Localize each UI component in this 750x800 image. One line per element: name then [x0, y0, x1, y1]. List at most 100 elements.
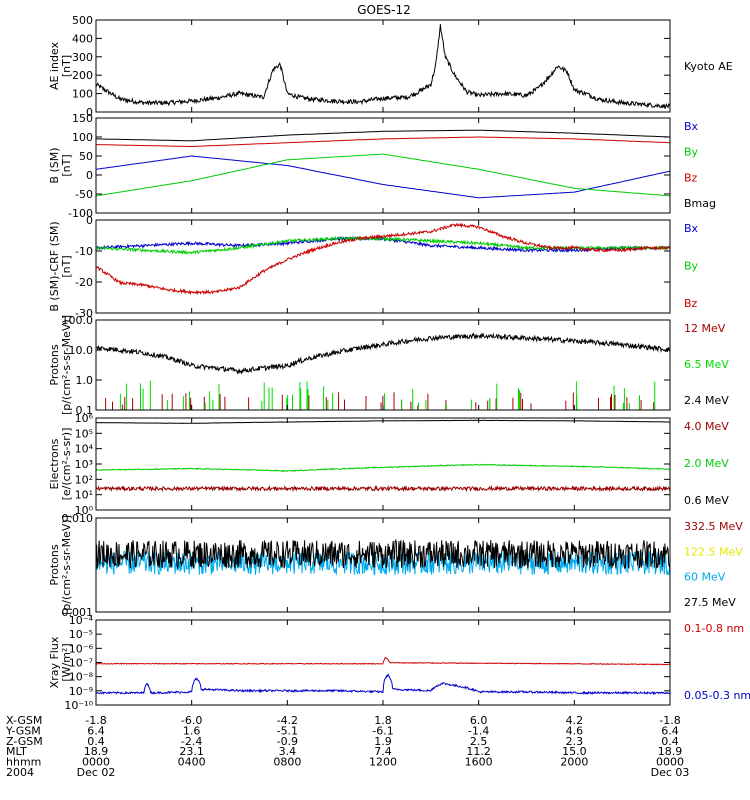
ytick-label: 10⁻⁷	[69, 657, 93, 670]
series-path	[96, 656, 670, 666]
axis-row-label: Z-GSM	[6, 735, 43, 748]
ytick-label: 10⁻⁵	[69, 628, 93, 641]
panel-frame	[95, 117, 671, 214]
panel-6: 0.010 0.001 Protons [p/(cm²-s-sr-MeV)] 332.5…	[48, 512, 743, 619]
ytick-label: 10⁰	[75, 504, 94, 517]
ytick-label: -30	[75, 307, 93, 320]
axis-row-value: -1.8	[85, 714, 106, 727]
series-path	[96, 332, 670, 375]
panel-frame	[95, 219, 671, 314]
legend-entry: 60 MeV	[684, 571, 726, 584]
series-path	[96, 153, 670, 197]
axis-row-value: 1600	[465, 756, 493, 769]
axis-row-value: 0000	[82, 756, 110, 769]
axis-row-value: 0800	[273, 756, 301, 769]
ytick-label: 150	[72, 112, 93, 125]
series-path	[96, 136, 670, 147]
ytick-label: 10⁻⁶	[69, 642, 94, 655]
series-7-2	[96, 673, 670, 696]
ytick-label: -20	[75, 276, 93, 289]
series-1-1	[96, 24, 670, 109]
ytick-label: 0	[86, 214, 93, 227]
legend-entry: Bx	[684, 120, 699, 133]
ytick-label: 1.0	[76, 374, 94, 387]
series-4-1	[105, 392, 655, 410]
panel-frame	[95, 417, 671, 511]
ylabel: Xray Flux	[48, 636, 61, 688]
legend-entry: By	[684, 260, 699, 273]
series-5-1	[96, 484, 670, 493]
legend-entry: 332.5 MeV	[684, 520, 743, 533]
ytick-label: 10⁻⁹	[69, 685, 93, 698]
ytick-label: -100	[68, 207, 93, 220]
series-path	[120, 380, 656, 410]
series-path	[96, 155, 670, 199]
axis-row-label: MLT	[6, 745, 27, 758]
ylabel: [nT]	[60, 154, 73, 176]
series-path	[96, 129, 670, 142]
series-3-3	[96, 222, 670, 295]
axis-row-value: 6.0	[470, 714, 488, 727]
series-4-2	[120, 380, 656, 410]
series-path	[96, 550, 670, 576]
ytick-label: 10⁴	[75, 443, 94, 456]
series-path	[96, 235, 670, 256]
axis-row-value: -1.8	[659, 714, 680, 727]
axis-row-value: -6.0	[181, 714, 202, 727]
ylabel: [e/(cm²-s-sr)]	[60, 428, 73, 501]
panel-3: 0 -10 -20 -30 B (SM)-CRF (SM) [nT] Bx By Bz	[48, 214, 699, 320]
legend-entry: 0.1-0.8 nm	[684, 622, 744, 635]
axis-row-label: hhmm	[6, 756, 41, 769]
legend-entry: Bz	[684, 171, 698, 184]
ytick-label: 10²	[75, 473, 93, 486]
axis-row-value: 7.4	[374, 745, 392, 758]
series-5-2	[96, 463, 670, 473]
axis-row-value: 0000	[656, 756, 684, 769]
series-path	[96, 538, 670, 570]
ylabel: [p/(cm²-s-sr-MeV)]	[60, 515, 73, 615]
axis-row-value: 2.5	[470, 735, 488, 748]
panel-4: 100.0 10.0 1.0 0.1 Protons [p/(cm²-s-sr-MeV)]…	[48, 314, 729, 417]
axis-row-value: 4.2	[566, 714, 584, 727]
axis-row-value: 1200	[369, 756, 397, 769]
ylabel: Protons	[48, 544, 61, 585]
series-path	[96, 222, 670, 295]
axis-row-value: 18.9	[84, 745, 109, 758]
legend-entry: Bx	[684, 222, 699, 235]
axis-row-value: 1.9	[374, 735, 392, 748]
panel-1: 500 400 300 200 100 0 AE index [nT] Kyoto AE	[48, 14, 733, 119]
ylabel: [nT]	[60, 55, 73, 77]
legend-entry: 6.5 MeV	[684, 358, 729, 371]
series-2-4	[96, 129, 670, 142]
legend-entry: 0.05-0.3 nm	[684, 689, 750, 702]
legend-entry: Kyoto AE	[684, 60, 733, 73]
ylabel: Protons	[48, 344, 61, 385]
legend-entry: 12 MeV	[684, 322, 726, 335]
legend-entry: Bz	[684, 297, 698, 310]
axis-row-value: Dec 03	[651, 766, 690, 779]
ytick-label: 0.001	[62, 606, 94, 619]
axis-row-value: 6.4	[661, 724, 679, 737]
axis-row-value: -1.4	[468, 724, 489, 737]
ytick-label: 10³	[75, 458, 93, 471]
axis-row-label: Y-GSM	[5, 724, 41, 737]
ytick-label: 200	[72, 69, 93, 82]
panel-2: 150 100 50 0 -50 -100 B (SM) [nT] Bx By Bz Bmag	[48, 112, 716, 220]
ylabel: AE index	[48, 41, 61, 90]
legend-entry: 0.6 MeV	[684, 494, 729, 507]
axis-row-value: 3.4	[279, 745, 297, 758]
axis-row-value: 18.9	[658, 745, 683, 758]
ytick-label: 10⁵	[75, 427, 93, 440]
ytick-label: -10	[75, 245, 93, 258]
ytick-label: 500	[72, 14, 93, 27]
axis-row-value: 2000	[560, 756, 588, 769]
ytick-label: 10⁶	[75, 412, 94, 425]
axis-row-value: Dec 02	[77, 766, 116, 779]
axis-row-value: 4.6	[566, 724, 584, 737]
ylabel: B (SM)	[48, 147, 61, 183]
ytick-label: 50	[79, 150, 93, 163]
legend-entry: 2.4 MeV	[684, 394, 729, 407]
axis-row-label: 2004	[6, 766, 34, 779]
